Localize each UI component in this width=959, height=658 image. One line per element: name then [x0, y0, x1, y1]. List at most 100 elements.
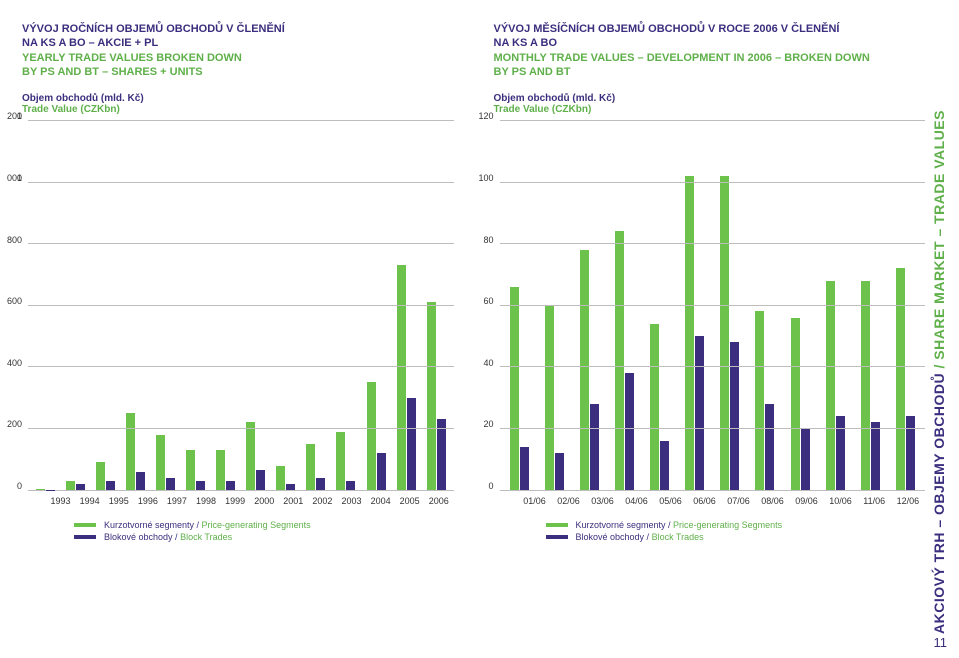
bar — [76, 484, 85, 490]
bar-group — [615, 231, 634, 490]
bar — [650, 324, 659, 491]
bar — [861, 281, 870, 491]
left-title-en-1: YEARLY TRADE VALUES BROKEN DOWN — [22, 51, 454, 65]
legend-label: Kurzotvorné segmenty / Price-generating … — [576, 520, 783, 530]
bar — [427, 302, 436, 490]
xtick: 2004 — [371, 496, 391, 506]
bar — [685, 176, 694, 491]
bar — [555, 453, 564, 490]
right-legend: Kurzotvorné segmenty / Price-generating … — [494, 520, 926, 544]
bar-group — [216, 450, 235, 490]
gridline — [500, 120, 926, 121]
xtick: 1998 — [196, 496, 216, 506]
bar — [545, 305, 554, 490]
right-chart: 020406080100120 — [494, 121, 926, 491]
bar — [615, 231, 624, 490]
xtick: 1999 — [225, 496, 245, 506]
right-title-en-1: MONTHLY TRADE VALUES – DEVELOPMENT IN 20… — [494, 51, 926, 65]
xtick: 1993 — [51, 496, 71, 506]
legend-row: Kurzotvorné segmenty / Price-generating … — [546, 520, 926, 530]
bar — [36, 489, 45, 491]
bar-group — [66, 481, 85, 490]
gridline — [500, 366, 926, 367]
gridline — [500, 428, 926, 429]
bar — [397, 265, 406, 490]
gridline — [28, 428, 454, 429]
bar-group — [126, 413, 145, 490]
bar — [156, 435, 165, 491]
bar-group — [276, 466, 295, 491]
bar-group — [650, 324, 669, 491]
bar — [216, 450, 225, 490]
bar — [46, 490, 55, 491]
bar-group — [306, 444, 325, 490]
gridline — [28, 243, 454, 244]
bar — [196, 481, 205, 490]
bar-group — [510, 287, 529, 491]
bar — [286, 484, 295, 490]
bar — [306, 444, 315, 490]
gridline — [500, 243, 926, 244]
legend-swatch — [74, 523, 96, 527]
bar-group — [246, 422, 265, 490]
xtick: 2005 — [400, 496, 420, 506]
left-title-cz-1: VÝVOJ ROČNÍCH OBJEMŮ OBCHODŮ V ČLENĚNÍ — [22, 22, 454, 36]
bar-group — [791, 318, 810, 491]
bar — [871, 422, 880, 490]
bar — [826, 281, 835, 491]
right-title-en-2: BY PS AND BT — [494, 65, 926, 79]
legend-label: Blokové obchody / Block Trades — [576, 532, 704, 542]
gridline — [28, 182, 454, 183]
legend-label: Blokové obchody / Block Trades — [104, 532, 232, 542]
bar — [367, 382, 376, 490]
bar — [437, 419, 446, 490]
right-title-cz-2: NA KS A BO — [494, 36, 926, 50]
gridline — [28, 305, 454, 306]
bar — [276, 466, 285, 491]
legend-row: Blokové obchody / Block Trades — [74, 532, 454, 542]
xtick: 2000 — [254, 496, 274, 506]
legend-row: Kurzotvorné segmenty / Price-generating … — [74, 520, 454, 530]
legend-row: Blokové obchody / Block Trades — [546, 532, 926, 542]
gridline — [500, 305, 926, 306]
xtick: 09/06 — [795, 496, 818, 506]
right-ylabel-en: Trade Value (CZKbn) — [494, 104, 926, 115]
side-section-label: AKCIOVÝ TRH – OBJEMY OBCHODŮ / SHARE MAR… — [931, 24, 949, 634]
bar — [801, 429, 810, 491]
bar — [336, 432, 345, 491]
bar — [166, 478, 175, 490]
left-ylabel-en: Trade Value (CZKbn) — [22, 104, 454, 115]
bar — [730, 342, 739, 490]
bar-group — [427, 302, 446, 490]
xtick: 02/06 — [557, 496, 580, 506]
bar-group — [685, 176, 704, 491]
bar-group — [96, 462, 115, 490]
xtick: 01/06 — [523, 496, 546, 506]
xtick: 1994 — [80, 496, 100, 506]
bar — [625, 373, 634, 490]
left-title-cz-2: NA KS A BO – AKCIE + PL — [22, 36, 454, 50]
left-title-en-2: BY PS AND BT – SHARES + UNITS — [22, 65, 454, 79]
gridline — [28, 366, 454, 367]
xtick: 04/06 — [625, 496, 648, 506]
bar-group — [755, 311, 774, 490]
xtick: 05/06 — [659, 496, 682, 506]
legend-label: Kurzotvorné segmenty / Price-generating … — [104, 520, 311, 530]
bar-group — [720, 176, 739, 491]
xtick: 12/06 — [897, 496, 920, 506]
legend-swatch — [546, 523, 568, 527]
xtick: 2003 — [341, 496, 361, 506]
xtick: 06/06 — [693, 496, 716, 506]
bar-group — [826, 281, 845, 491]
bar — [126, 413, 135, 490]
xtick: 1995 — [109, 496, 129, 506]
bar — [66, 481, 75, 490]
xtick: 2001 — [283, 496, 303, 506]
bar-group — [861, 281, 880, 491]
xtick: 07/06 — [727, 496, 750, 506]
right-ylabel-cz: Objem obchodů (mld. Kč) — [494, 93, 926, 104]
xtick: 10/06 — [829, 496, 852, 506]
bar — [106, 481, 115, 490]
xtick: 2006 — [429, 496, 449, 506]
legend-swatch — [74, 535, 96, 539]
